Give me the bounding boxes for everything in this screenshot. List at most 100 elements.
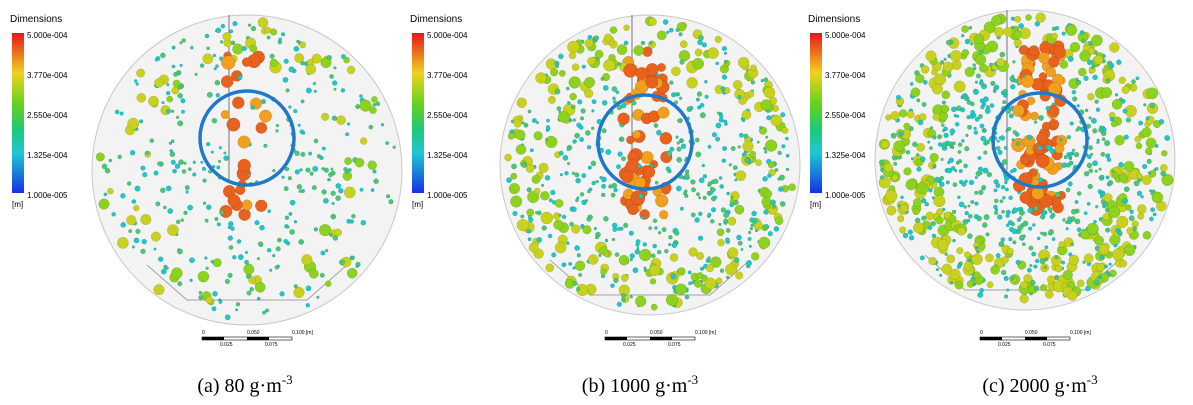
colorbar-tick: 3.770e-004 — [427, 71, 468, 80]
particle — [359, 99, 372, 112]
particle — [678, 50, 691, 62]
particle — [701, 163, 705, 168]
particle — [774, 216, 784, 226]
particle — [774, 167, 779, 172]
particle — [983, 150, 988, 155]
particle — [1118, 76, 1127, 85]
particle — [212, 290, 218, 297]
particle — [891, 174, 899, 182]
particle — [612, 100, 617, 104]
particle — [510, 195, 523, 208]
particle — [133, 204, 140, 212]
particle — [755, 159, 762, 167]
particle — [1012, 240, 1017, 245]
particle — [531, 117, 537, 123]
particle — [1111, 99, 1123, 110]
particle — [136, 68, 146, 78]
particle — [734, 204, 745, 215]
particle — [765, 135, 769, 139]
particle — [770, 199, 777, 205]
particle — [1058, 137, 1063, 142]
particle — [359, 94, 363, 98]
particle — [982, 222, 988, 228]
particle — [721, 74, 728, 80]
particle — [773, 226, 780, 232]
particle — [1108, 62, 1115, 69]
particle — [183, 161, 187, 165]
particle — [702, 174, 708, 179]
particle — [702, 195, 707, 200]
particle — [351, 213, 356, 219]
particle — [177, 92, 183, 99]
particle — [1101, 137, 1106, 142]
particle — [126, 215, 137, 226]
colorbar — [810, 33, 822, 193]
particle — [1003, 145, 1008, 150]
particle — [725, 263, 738, 276]
particle — [572, 118, 576, 122]
particle — [1102, 213, 1110, 221]
particle — [529, 148, 534, 153]
particle — [103, 192, 108, 197]
particle — [511, 163, 517, 170]
particle — [741, 152, 746, 157]
particle — [643, 266, 647, 270]
particle — [574, 132, 580, 139]
particle — [541, 225, 547, 231]
particle — [1128, 215, 1135, 222]
particle — [650, 303, 658, 311]
particle — [620, 102, 627, 109]
particle — [966, 218, 971, 223]
particle — [346, 122, 351, 126]
particle — [975, 170, 982, 177]
particle — [162, 205, 167, 210]
particle — [235, 308, 239, 312]
particle — [1083, 170, 1090, 177]
particle — [525, 163, 535, 173]
particle — [204, 218, 209, 223]
particle — [275, 129, 279, 133]
particle — [978, 80, 984, 86]
particle — [636, 246, 640, 250]
particle — [177, 248, 183, 255]
particle — [994, 198, 999, 204]
particle — [751, 217, 758, 224]
particle — [939, 60, 945, 65]
particle — [581, 64, 586, 69]
particle — [176, 115, 180, 119]
particle — [1021, 242, 1026, 247]
particle — [999, 135, 1006, 141]
particle — [1092, 128, 1098, 134]
particle — [165, 185, 172, 192]
particle — [916, 98, 921, 103]
scale-label: 0.100 [m] — [292, 330, 313, 336]
particle — [1086, 162, 1093, 169]
particle — [1011, 74, 1015, 78]
particle — [1079, 50, 1091, 62]
particle — [1088, 168, 1094, 174]
particle — [934, 176, 941, 183]
particle — [714, 35, 722, 44]
particle — [371, 96, 378, 103]
particle — [1161, 150, 1168, 157]
particle — [759, 125, 763, 130]
particle — [967, 124, 973, 130]
particle — [220, 23, 226, 29]
particle — [734, 88, 745, 100]
particle — [1012, 104, 1025, 117]
particle — [136, 93, 147, 103]
particle — [653, 123, 659, 129]
particle — [354, 157, 365, 168]
colorbar-tick: 1.325e-004 — [27, 151, 68, 160]
particle — [961, 139, 965, 143]
particle — [308, 268, 319, 279]
particle — [980, 104, 985, 110]
particle — [939, 175, 945, 181]
particle — [730, 190, 740, 201]
particle — [1068, 152, 1073, 156]
particle — [1099, 195, 1104, 199]
particle — [516, 219, 529, 232]
particle — [725, 275, 730, 280]
particle — [671, 66, 681, 77]
particle — [1016, 229, 1022, 235]
